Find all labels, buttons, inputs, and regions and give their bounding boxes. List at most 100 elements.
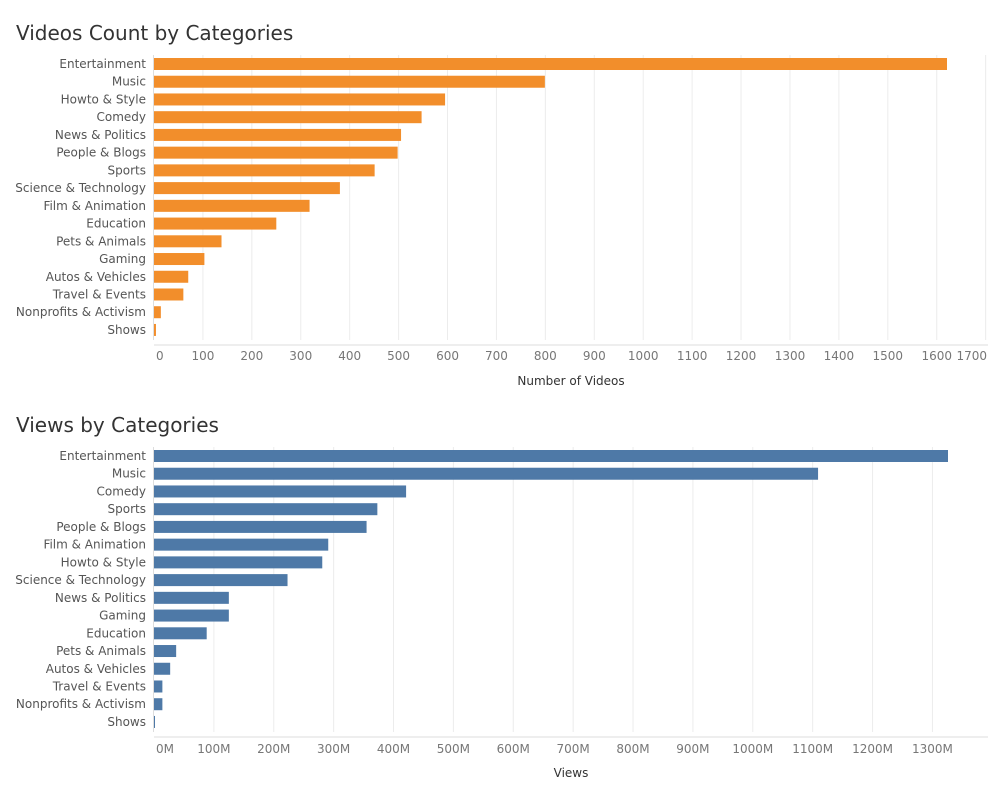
category-label: Howto & Style [61, 92, 146, 106]
x-axis-title: Number of Videos [517, 374, 624, 388]
bar[interactable] [154, 520, 367, 533]
bar[interactable] [154, 199, 310, 212]
category-label: Shows [107, 715, 146, 729]
x-tick-label: 800M [616, 742, 649, 756]
bar[interactable] [154, 111, 422, 124]
category-label: Nonprofits & Activism [16, 305, 146, 319]
category-label: Gaming [99, 609, 146, 623]
bar[interactable] [154, 270, 189, 283]
bar[interactable] [154, 574, 288, 587]
category-label: Nonprofits & Activism [16, 697, 146, 711]
bar[interactable] [154, 538, 329, 551]
category-label: News & Politics [55, 591, 146, 605]
bar[interactable] [154, 58, 947, 70]
bar[interactable] [154, 485, 407, 498]
x-tick-label: 1600 [921, 349, 952, 363]
x-tick-label: 300 [289, 349, 312, 363]
category-label: Gaming [99, 252, 146, 266]
x-tick-labels: 0M 100M 200M 300M 400M 500M 600M 700M 800M 900M 10… [156, 742, 953, 756]
bar[interactable] [154, 253, 205, 266]
category-label: Travel & Events [52, 287, 146, 301]
x-tick-label: 700M [557, 742, 590, 756]
x-tick-label: 500M [437, 742, 470, 756]
category-label: Science & Technology [15, 573, 146, 587]
videos-count-panel: Videos Count by Categories Entertainment… [0, 0, 999, 395]
category-label: Film & Animation [43, 199, 146, 213]
category-label: Pets & Animals [56, 234, 146, 248]
x-tick-label: 1700 [956, 349, 987, 363]
category-label: Comedy [96, 110, 146, 124]
category-label: Autos & Vehicles [46, 662, 146, 676]
category-label: Science & Technology [15, 181, 146, 195]
category-label: Travel & Events [52, 679, 146, 693]
bar[interactable] [154, 627, 207, 640]
x-tick-label: 800 [534, 349, 557, 363]
x-tick-label: 0M [156, 742, 174, 756]
bar[interactable] [154, 467, 819, 480]
x-tick-label: 1100 [677, 349, 708, 363]
x-tick-label: 1500 [873, 349, 904, 363]
category-label: Entertainment [59, 449, 146, 463]
category-label: Music [112, 467, 146, 481]
category-label: Shows [107, 323, 146, 337]
bar[interactable] [154, 503, 378, 516]
x-tick-label: 1200 [726, 349, 757, 363]
bars [154, 450, 948, 728]
bar[interactable] [154, 146, 398, 159]
bar[interactable] [154, 662, 171, 675]
category-label: Education [86, 626, 146, 640]
bar[interactable] [154, 306, 161, 319]
videos-count-chart: Entertainment Music Howto & Style Comedy New… [15, 55, 988, 388]
category-label: People & Blogs [56, 520, 146, 534]
x-tick-label: 600 [436, 349, 459, 363]
x-tick-label: 200 [240, 349, 263, 363]
x-tick-label: 1200M [852, 742, 893, 756]
x-tick-label: 1100M [792, 742, 833, 756]
x-tick-label: 100 [191, 349, 214, 363]
x-tick-label: 1300M [912, 742, 953, 756]
x-tick-label: 900M [676, 742, 709, 756]
chart-title: Views by Categories [16, 413, 219, 437]
bar[interactable] [154, 288, 184, 301]
bar[interactable] [154, 164, 375, 177]
bar[interactable] [154, 680, 163, 693]
bar[interactable] [154, 323, 156, 336]
x-tick-label: 900 [583, 349, 606, 363]
bar[interactable] [154, 128, 402, 141]
category-label: Education [86, 217, 146, 231]
bar[interactable] [154, 75, 545, 88]
x-tick-label: 1000 [628, 349, 659, 363]
bar[interactable] [154, 235, 222, 248]
x-tick-label: 300M [317, 742, 350, 756]
bar[interactable] [154, 217, 277, 230]
category-label: Howto & Style [61, 555, 146, 569]
x-tick-label: 1300 [775, 349, 806, 363]
category-label: Music [112, 75, 146, 89]
x-axis-title: Views [554, 766, 589, 780]
x-tick-label: 0 [156, 349, 164, 363]
x-tick-labels: 0 100 200 300 400 500 600 700 800 900 1000 1100 1200… [156, 349, 987, 363]
bar[interactable] [154, 645, 177, 658]
category-label: People & Blogs [56, 146, 146, 160]
x-tick-label: 500 [387, 349, 410, 363]
bar[interactable] [154, 182, 340, 195]
bar[interactable] [154, 591, 229, 604]
x-tick-label: 400 [338, 349, 361, 363]
category-label: Comedy [96, 484, 146, 498]
category-label: Film & Animation [43, 538, 146, 552]
bar[interactable] [154, 715, 155, 728]
bar[interactable] [154, 556, 323, 569]
category-label: Sports [108, 163, 146, 177]
chart-title: Videos Count by Categories [16, 21, 294, 45]
category-label: Sports [108, 502, 146, 516]
x-tick-label: 1400 [824, 349, 855, 363]
bar[interactable] [154, 93, 446, 106]
category-label: Pets & Animals [56, 644, 146, 658]
bar[interactable] [154, 609, 229, 622]
x-tick-label: 400M [377, 742, 410, 756]
bar[interactable] [154, 698, 163, 711]
bars [154, 58, 947, 336]
category-label: News & Politics [55, 128, 146, 142]
bar[interactable] [154, 450, 948, 462]
